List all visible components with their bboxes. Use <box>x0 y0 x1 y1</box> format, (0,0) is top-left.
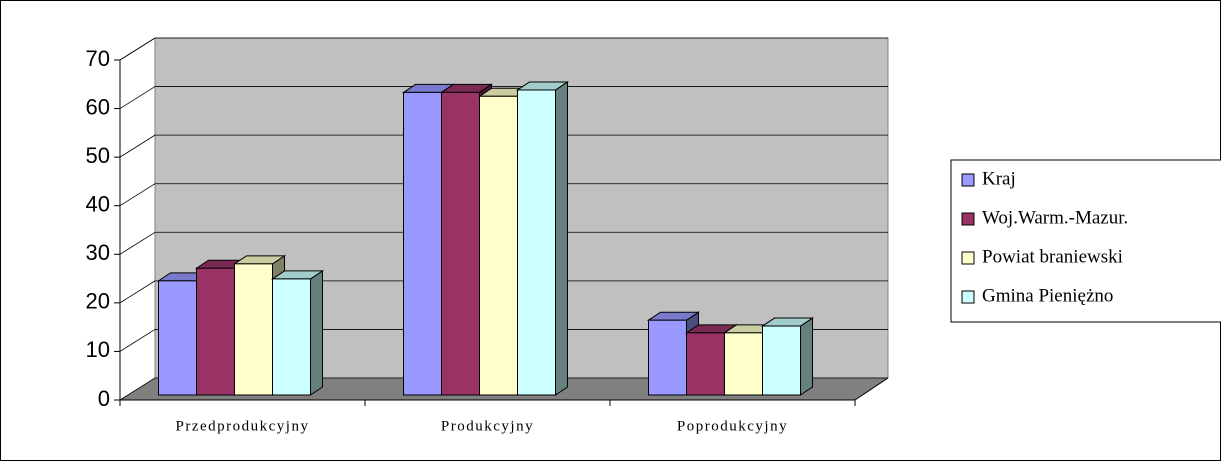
legend-label: Gmina Pieniężno <box>982 285 1113 306</box>
y-tick-label: 50 <box>86 143 110 168</box>
legend-swatch <box>961 290 975 304</box>
bar <box>515 81 570 396</box>
legend-box <box>950 159 1221 323</box>
legend-swatch <box>961 173 975 187</box>
y-tick-label: 30 <box>86 240 110 265</box>
grid-line <box>119 183 156 207</box>
grid-line <box>119 329 156 352</box>
bar <box>760 317 815 396</box>
bar-front <box>724 332 763 396</box>
legend-swatch <box>961 212 975 226</box>
bar-side <box>555 81 568 396</box>
y-tick-label: 60 <box>86 94 110 119</box>
y-tick-label: 10 <box>86 337 110 362</box>
y-tick-label: 20 <box>86 289 110 314</box>
bar <box>270 269 325 396</box>
y-tick-label: 70 <box>86 46 110 71</box>
bar-front <box>196 267 235 396</box>
grid-line <box>119 86 156 109</box>
bar-front <box>686 332 725 396</box>
grid-line <box>119 134 156 158</box>
grid-line <box>119 377 156 401</box>
x-tick-label: Przedprodukcyjny <box>176 418 310 434</box>
legend-label: Powiat braniewski <box>982 246 1123 267</box>
legend-label: Woj.Warm.-Mazur. <box>982 207 1128 228</box>
bar-front <box>158 280 197 396</box>
bar-front <box>441 91 480 396</box>
x-axis <box>854 377 889 401</box>
y-tick-label: 0 <box>98 386 110 411</box>
bar-front <box>234 263 273 396</box>
grid-line <box>119 231 156 255</box>
bar-front <box>648 319 687 396</box>
bar-front <box>272 278 311 396</box>
x-tick-label: Poprodukcyjny <box>677 418 788 434</box>
bar-front <box>517 89 556 396</box>
x-tick-label: Produkcyjny <box>441 418 534 434</box>
legend-swatch <box>961 251 975 265</box>
grid-line <box>119 280 156 304</box>
bar-side <box>310 269 323 396</box>
legend-label: Kraj <box>982 168 1016 189</box>
bar-front <box>762 325 801 396</box>
bar-front <box>479 95 518 396</box>
y-tick-label: 40 <box>86 192 110 217</box>
grid-line <box>119 37 156 61</box>
bar-front <box>403 91 442 396</box>
bar-side <box>800 317 813 396</box>
